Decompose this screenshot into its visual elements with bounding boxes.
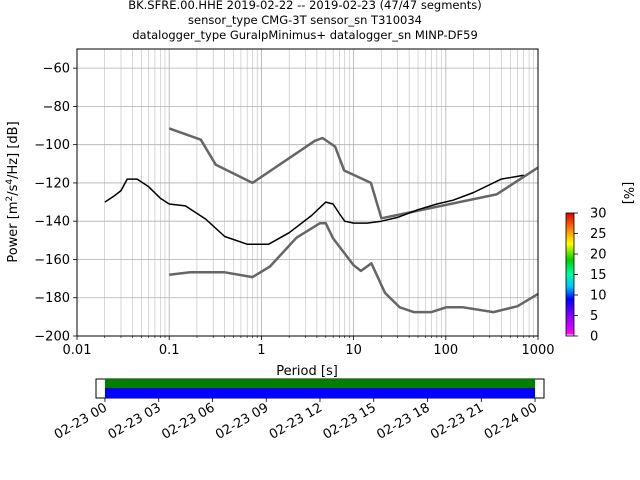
colorbar-ticks: 0 5 10 15 20 25 30: [574, 207, 607, 345]
colorbar-tick-label: 5: [590, 309, 598, 324]
coverage-bar-gaps: [104, 379, 536, 388]
y-tick-label: −180: [34, 291, 70, 306]
x-axis-label: Period [s]: [276, 364, 338, 379]
colorbar-tick-label: 30: [590, 207, 607, 222]
coverage-tick-label: 02-23 03: [106, 400, 164, 442]
coverage-tick-label: 02-23 15: [321, 400, 379, 442]
nlnm-line: [169, 222, 539, 314]
x-tick-label: 0.1: [159, 343, 180, 358]
colorbar: 0 5 10 15 20 25 30 [%]: [565, 182, 635, 345]
y-tick-label: −160: [34, 253, 70, 268]
grid: [76, 49, 538, 337]
coverage-tick-label: 02-23 18: [374, 400, 432, 442]
coverage-tick-label: 02-23 21: [428, 400, 486, 442]
y-tick-label: −140: [34, 215, 70, 230]
colorbar-tick-label: 0: [590, 330, 598, 345]
title-line-3: datalogger_type GuralpMinimus+ datalogge…: [132, 28, 478, 42]
colorbar-label: [%]: [620, 182, 635, 205]
coverage-tick-label: 02-23 00: [52, 400, 110, 442]
coverage-tick-label: 02-23 12: [267, 400, 325, 442]
nhnm-line: [168, 127, 539, 220]
y-tick-label: −100: [34, 138, 70, 153]
x-tick-label: 1: [257, 343, 265, 358]
x-tick-label: 0.01: [63, 343, 92, 358]
plot-frame: [76, 48, 539, 337]
y-tick-label: −120: [34, 176, 70, 191]
series-lines: [104, 127, 539, 314]
psd-plot: 0.01 0.1 1 10 100 1000 −200 −180 −160 −140 −120 −1…: [5, 48, 555, 379]
title-line-1: BK.SFRE.00.HHE 2019-02-22 -- 2019-02-23 …: [128, 0, 482, 12]
x-tick-label: 1000: [521, 343, 554, 358]
mode-line: [104, 174, 524, 245]
colorbar-tick-label: 15: [590, 268, 607, 283]
x-tick-label: 10: [345, 343, 362, 358]
colorbar-gradient: [565, 212, 575, 337]
y-tick-label: −200: [34, 330, 70, 345]
colorbar-tick-label: 20: [590, 248, 607, 263]
colorbar-tick-label: 25: [590, 227, 607, 242]
x-tick-label: 100: [433, 343, 458, 358]
coverage-tick-label: 02-23 09: [213, 400, 271, 442]
coverage-bar-data: [104, 388, 536, 398]
coverage-tick-label: 02-23 06: [159, 400, 217, 442]
title-line-2: sensor_type CMG-3T sensor_sn T310034: [188, 13, 422, 27]
y-tick-label: −80: [43, 100, 70, 115]
coverage-tick-label: 02-24 00: [482, 400, 540, 442]
x-axis-ticks: 0.01 0.1 1 10 100 1000: [63, 336, 555, 358]
colorbar-tick-label: 10: [590, 289, 607, 304]
y-axis-ticks: −200 −180 −160 −140 −120 −100 −80 −60: [34, 62, 77, 345]
y-tick-label: −60: [43, 62, 70, 77]
y-axis-label: Power [m2/s4/Hz] [dB]: [5, 121, 21, 262]
coverage-bars: [104, 379, 536, 398]
